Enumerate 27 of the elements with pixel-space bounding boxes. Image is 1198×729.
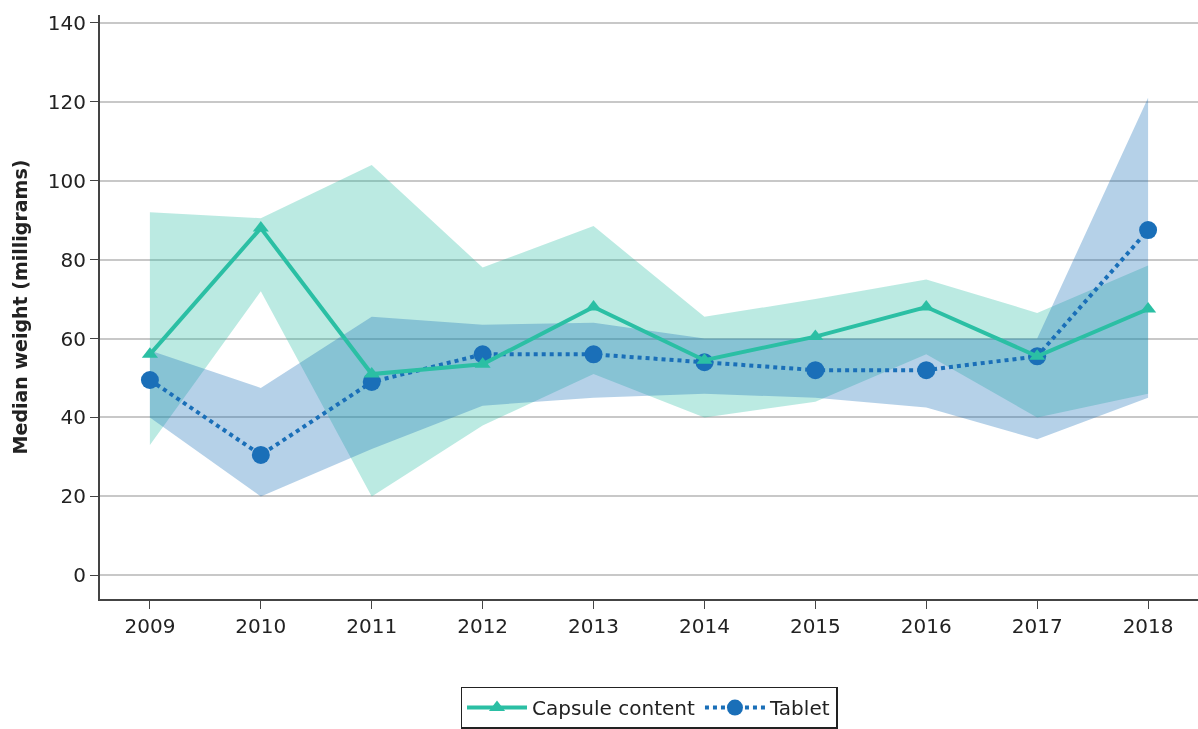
y-tick-label: 60	[60, 326, 86, 351]
x-tick-label: 2014	[679, 614, 730, 638]
x-tick-label: 2009	[124, 614, 176, 638]
y-tick-label: 120	[47, 89, 86, 114]
point	[806, 361, 825, 380]
x-tick-label: 2010	[235, 614, 287, 638]
point	[584, 345, 603, 364]
legend-label: Tablet	[768, 696, 830, 721]
point	[807, 329, 824, 341]
x-tick-label: 2013	[568, 614, 619, 638]
point	[917, 361, 936, 380]
y-tick-label: 140	[47, 10, 86, 35]
y-tick-label: 40	[60, 405, 86, 430]
x-tick-label: 2017	[1011, 614, 1063, 638]
x-tick-label: 2018	[1122, 614, 1174, 638]
y-tick-label: 80	[60, 247, 86, 272]
point	[140, 371, 159, 389]
y-axis-title: Median weight (milligrams)	[9, 159, 32, 455]
y-tick-label: 100	[47, 168, 86, 193]
point	[251, 445, 270, 464]
x-tick-label: 2016	[900, 614, 952, 638]
x-tick-label: 2015	[789, 614, 841, 638]
x-tick-label: 2011	[346, 614, 398, 638]
y-tick-label: 20	[60, 484, 86, 509]
x-tick-label: 2012	[457, 614, 509, 638]
legend-label: Capsule content	[532, 696, 695, 721]
y-tick-label: 0	[73, 563, 86, 588]
